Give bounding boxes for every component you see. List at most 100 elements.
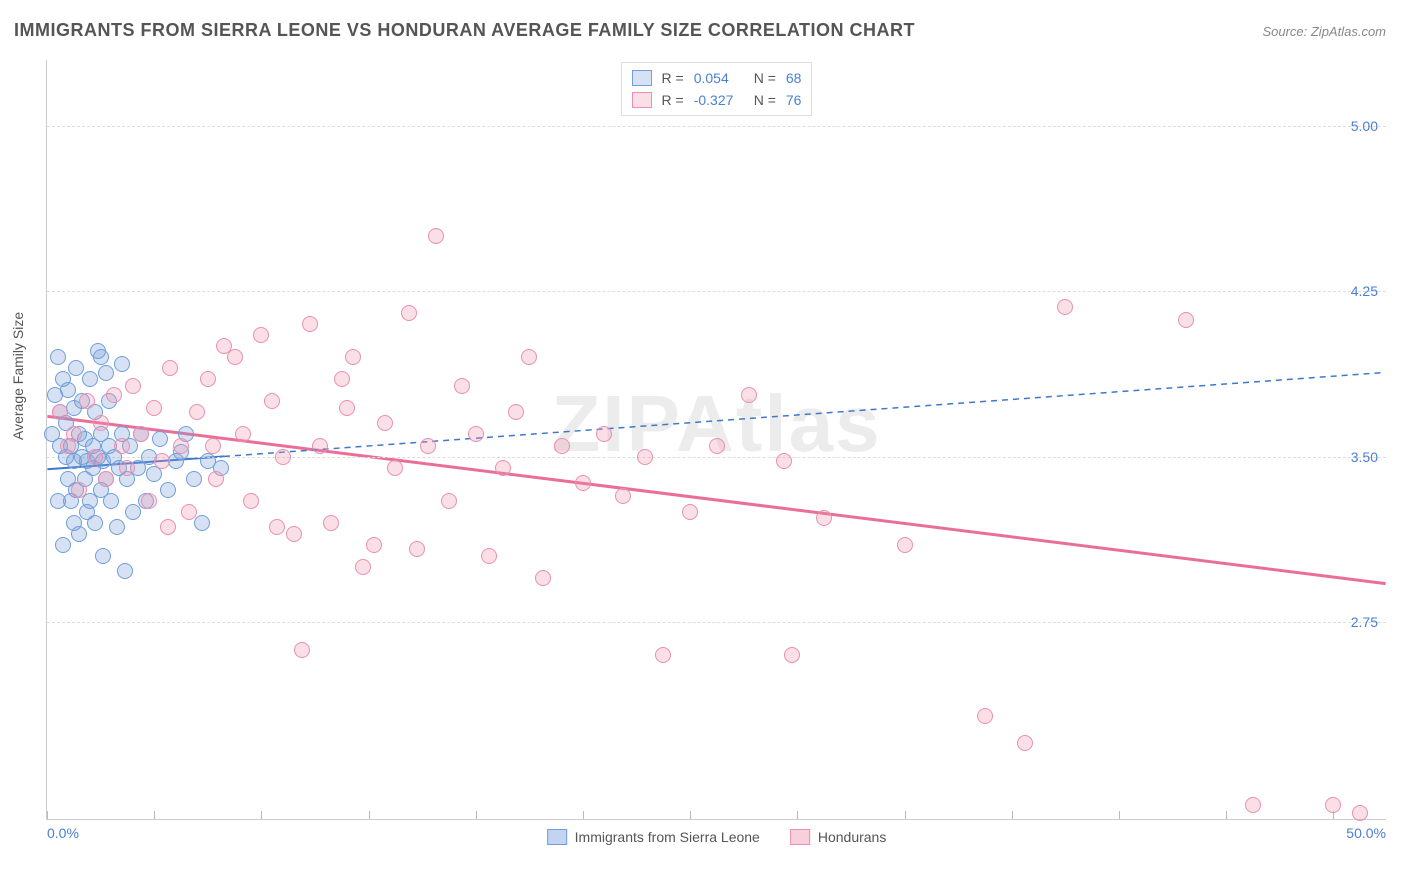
data-point bbox=[98, 365, 114, 381]
legend-swatch-1 bbox=[632, 70, 652, 86]
y-tick: 5.00 bbox=[1351, 118, 1378, 134]
n-label: N = bbox=[754, 92, 776, 108]
data-point bbox=[162, 360, 178, 376]
data-point bbox=[60, 382, 76, 398]
data-point bbox=[103, 493, 119, 509]
data-point bbox=[1352, 805, 1368, 821]
data-point bbox=[441, 493, 457, 509]
data-point bbox=[71, 526, 87, 542]
y-tick: 2.75 bbox=[1351, 614, 1378, 630]
data-point bbox=[52, 404, 68, 420]
data-point bbox=[816, 510, 832, 526]
n-label: N = bbox=[754, 70, 776, 86]
data-point bbox=[420, 438, 436, 454]
data-point bbox=[784, 647, 800, 663]
data-point bbox=[106, 387, 122, 403]
data-point bbox=[709, 438, 725, 454]
data-point bbox=[66, 426, 82, 442]
gridline bbox=[47, 622, 1386, 623]
data-point bbox=[637, 449, 653, 465]
data-point bbox=[125, 378, 141, 394]
data-point bbox=[154, 453, 170, 469]
x-tick-min: 0.0% bbox=[47, 825, 79, 841]
data-point bbox=[146, 400, 162, 416]
data-point bbox=[235, 426, 251, 442]
data-point bbox=[87, 515, 103, 531]
data-point bbox=[93, 349, 109, 365]
data-point bbox=[387, 460, 403, 476]
x-minor-tick bbox=[690, 811, 691, 819]
y-tick: 4.25 bbox=[1351, 283, 1378, 299]
data-point bbox=[181, 504, 197, 520]
legend-swatch-series2 bbox=[790, 829, 810, 845]
data-point bbox=[401, 305, 417, 321]
data-point bbox=[481, 548, 497, 564]
chart-title: IMMIGRANTS FROM SIERRA LEONE VS HONDURAN… bbox=[14, 20, 915, 41]
data-point bbox=[377, 415, 393, 431]
x-minor-tick bbox=[583, 811, 584, 819]
data-point bbox=[98, 471, 114, 487]
data-point bbox=[454, 378, 470, 394]
n-value-2: 76 bbox=[786, 92, 802, 108]
data-point bbox=[227, 349, 243, 365]
data-point bbox=[93, 415, 109, 431]
legend-label-2: Hondurans bbox=[818, 829, 887, 845]
legend-swatch-series1 bbox=[547, 829, 567, 845]
data-point bbox=[495, 460, 511, 476]
r-label: R = bbox=[662, 92, 684, 108]
data-point bbox=[286, 526, 302, 542]
data-point bbox=[82, 371, 98, 387]
gridline bbox=[47, 291, 1386, 292]
data-point bbox=[554, 438, 570, 454]
x-minor-tick bbox=[905, 811, 906, 819]
chart-plot-area: ZIPAtlas R = 0.054 N = 68 R = -0.327 N =… bbox=[46, 60, 1386, 820]
data-point bbox=[428, 228, 444, 244]
data-point bbox=[1325, 797, 1341, 813]
data-point bbox=[655, 647, 671, 663]
data-point bbox=[366, 537, 382, 553]
legend-swatch-2 bbox=[632, 92, 652, 108]
data-point bbox=[776, 453, 792, 469]
x-minor-tick bbox=[1226, 811, 1227, 819]
data-point bbox=[87, 449, 103, 465]
y-axis-label: Average Family Size bbox=[10, 312, 26, 440]
data-point bbox=[275, 449, 291, 465]
data-point bbox=[615, 488, 631, 504]
y-tick: 3.50 bbox=[1351, 449, 1378, 465]
x-minor-tick bbox=[1012, 811, 1013, 819]
data-point bbox=[1017, 735, 1033, 751]
data-point bbox=[1245, 797, 1261, 813]
gridline bbox=[47, 126, 1386, 127]
data-point bbox=[302, 316, 318, 332]
legend-item-1: Immigrants from Sierra Leone bbox=[547, 829, 760, 845]
data-point bbox=[334, 371, 350, 387]
data-point bbox=[68, 360, 84, 376]
data-point bbox=[152, 431, 168, 447]
data-point bbox=[323, 515, 339, 531]
data-point bbox=[977, 708, 993, 724]
x-minor-tick bbox=[47, 811, 48, 819]
data-point bbox=[114, 356, 130, 372]
data-point bbox=[173, 438, 189, 454]
correlation-legend: R = 0.054 N = 68 R = -0.327 N = 76 bbox=[621, 62, 813, 116]
data-point bbox=[79, 393, 95, 409]
data-point bbox=[95, 548, 111, 564]
legend-label-1: Immigrants from Sierra Leone bbox=[575, 829, 760, 845]
data-point bbox=[200, 371, 216, 387]
data-point bbox=[264, 393, 280, 409]
data-point bbox=[535, 570, 551, 586]
legend-row-series2: R = -0.327 N = 76 bbox=[632, 89, 802, 111]
data-point bbox=[160, 482, 176, 498]
data-point bbox=[294, 642, 310, 658]
legend-item-2: Hondurans bbox=[790, 829, 887, 845]
data-point bbox=[194, 515, 210, 531]
data-point bbox=[345, 349, 361, 365]
x-minor-tick bbox=[261, 811, 262, 819]
data-point bbox=[205, 438, 221, 454]
data-point bbox=[575, 475, 591, 491]
x-minor-tick bbox=[154, 811, 155, 819]
data-point bbox=[521, 349, 537, 365]
data-point bbox=[468, 426, 484, 442]
data-point bbox=[71, 482, 87, 498]
data-point bbox=[1178, 312, 1194, 328]
